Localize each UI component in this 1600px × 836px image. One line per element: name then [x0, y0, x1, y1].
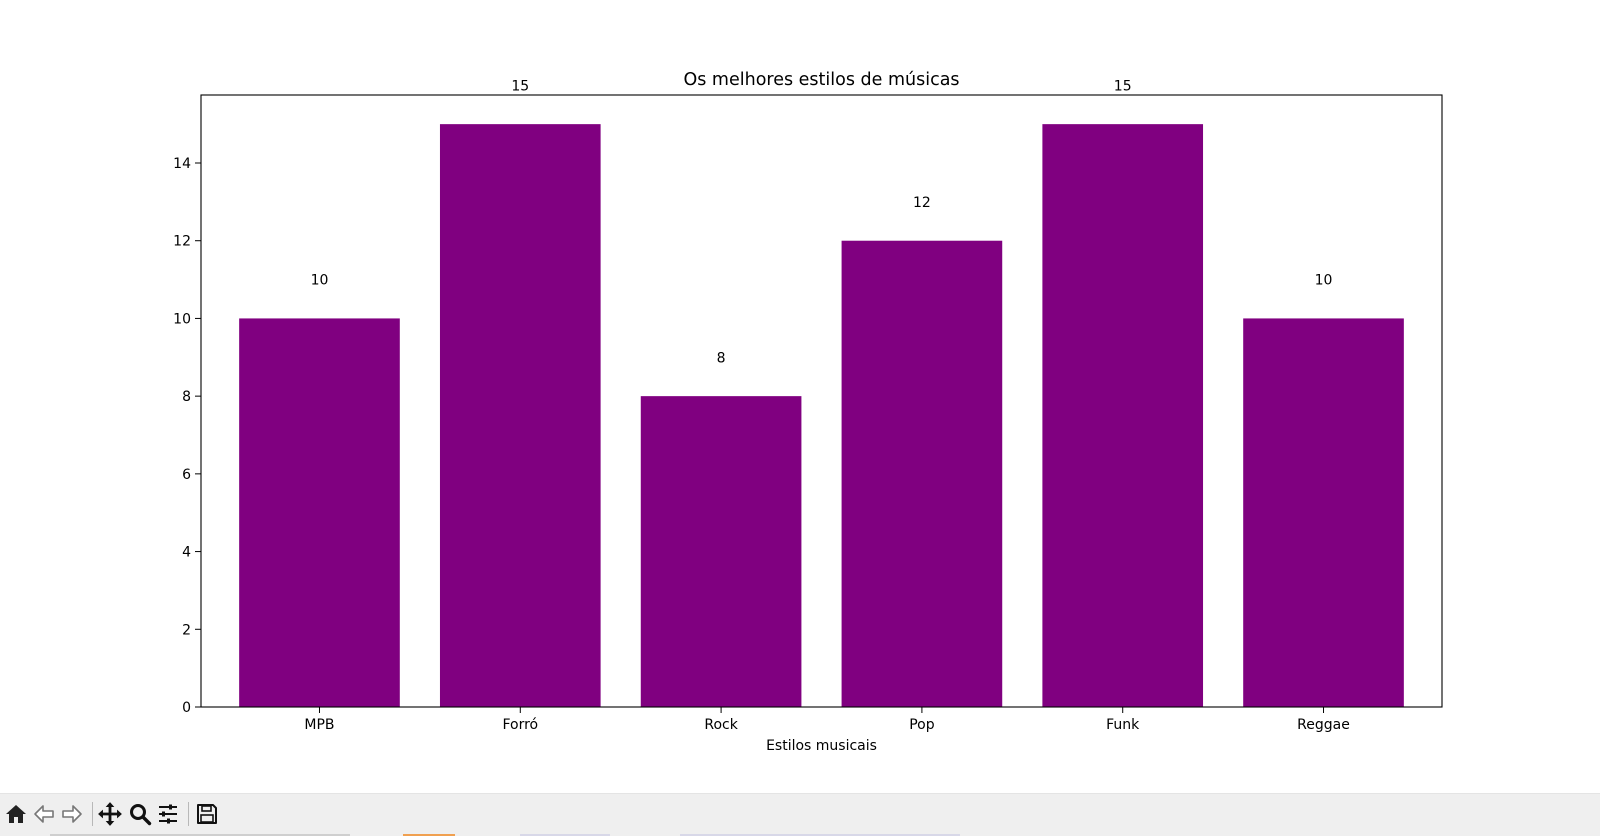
x-axis-label: Estilos musicais — [766, 738, 877, 754]
y-tick-label: 14 — [173, 156, 191, 172]
forward-button[interactable] — [58, 800, 86, 828]
y-tick-label: 8 — [182, 389, 191, 405]
x-tick-label: MPB — [304, 717, 334, 733]
task-strip — [680, 834, 960, 836]
data-label: 10 — [1315, 273, 1333, 289]
pan-move-icon — [98, 802, 122, 826]
bar-chart: Os melhores estilos de músicas 10 15 8 12 15 1… — [173, 70, 1443, 754]
x-tick-label: Forró — [502, 717, 538, 733]
y-tick-label: 6 — [182, 467, 191, 483]
pan-button[interactable] — [96, 800, 124, 828]
configure-subplots-icon — [159, 804, 177, 824]
configure-subplots-button[interactable] — [154, 800, 182, 828]
back-button[interactable] — [30, 800, 58, 828]
bar-forró — [439, 124, 601, 707]
forward-arrow-icon — [62, 805, 82, 823]
home-button[interactable] — [2, 800, 30, 828]
y-tick-label: 10 — [173, 311, 191, 327]
save-button[interactable] — [193, 800, 221, 828]
chart-title: Os melhores estilos de músicas — [683, 70, 959, 90]
task-strip-active — [403, 834, 455, 836]
data-label: 8 — [717, 350, 726, 366]
toolbar-separator — [188, 802, 189, 826]
navigation-toolbar — [0, 793, 1600, 836]
y-tick-label: 12 — [173, 234, 191, 250]
data-label: 15 — [1114, 78, 1132, 94]
bar-mpb — [239, 318, 400, 707]
task-strip — [520, 834, 610, 836]
bar-reggae — [1243, 318, 1404, 707]
y-tick-label: 0 — [182, 700, 191, 716]
bar-pop — [841, 240, 1003, 707]
home-icon — [6, 805, 26, 823]
zoom-button[interactable] — [126, 800, 154, 828]
bar-rock — [640, 396, 802, 707]
x-tick-label: Rock — [704, 717, 738, 733]
task-strip — [50, 834, 350, 836]
x-tick-label: Pop — [909, 717, 935, 733]
data-label: 15 — [511, 78, 529, 94]
data-label: 12 — [913, 195, 931, 211]
toolbar-separator — [92, 802, 93, 826]
y-tick-label: 4 — [182, 545, 191, 561]
y-tick-label: 2 — [182, 622, 191, 638]
bar-funk — [1042, 124, 1204, 707]
x-tick-label: Funk — [1106, 717, 1140, 733]
back-arrow-icon — [34, 805, 54, 823]
zoom-magnifier-icon — [130, 804, 152, 826]
axes-frame — [200, 94, 1443, 708]
status-strip — [0, 833, 1600, 836]
data-label: 10 — [311, 273, 329, 289]
figure-canvas: Os melhores estilos de músicas 10 15 8 12 15 1… — [173, 70, 1443, 754]
save-floppy-icon — [197, 804, 217, 824]
x-tick-label: Reggae — [1297, 717, 1350, 733]
